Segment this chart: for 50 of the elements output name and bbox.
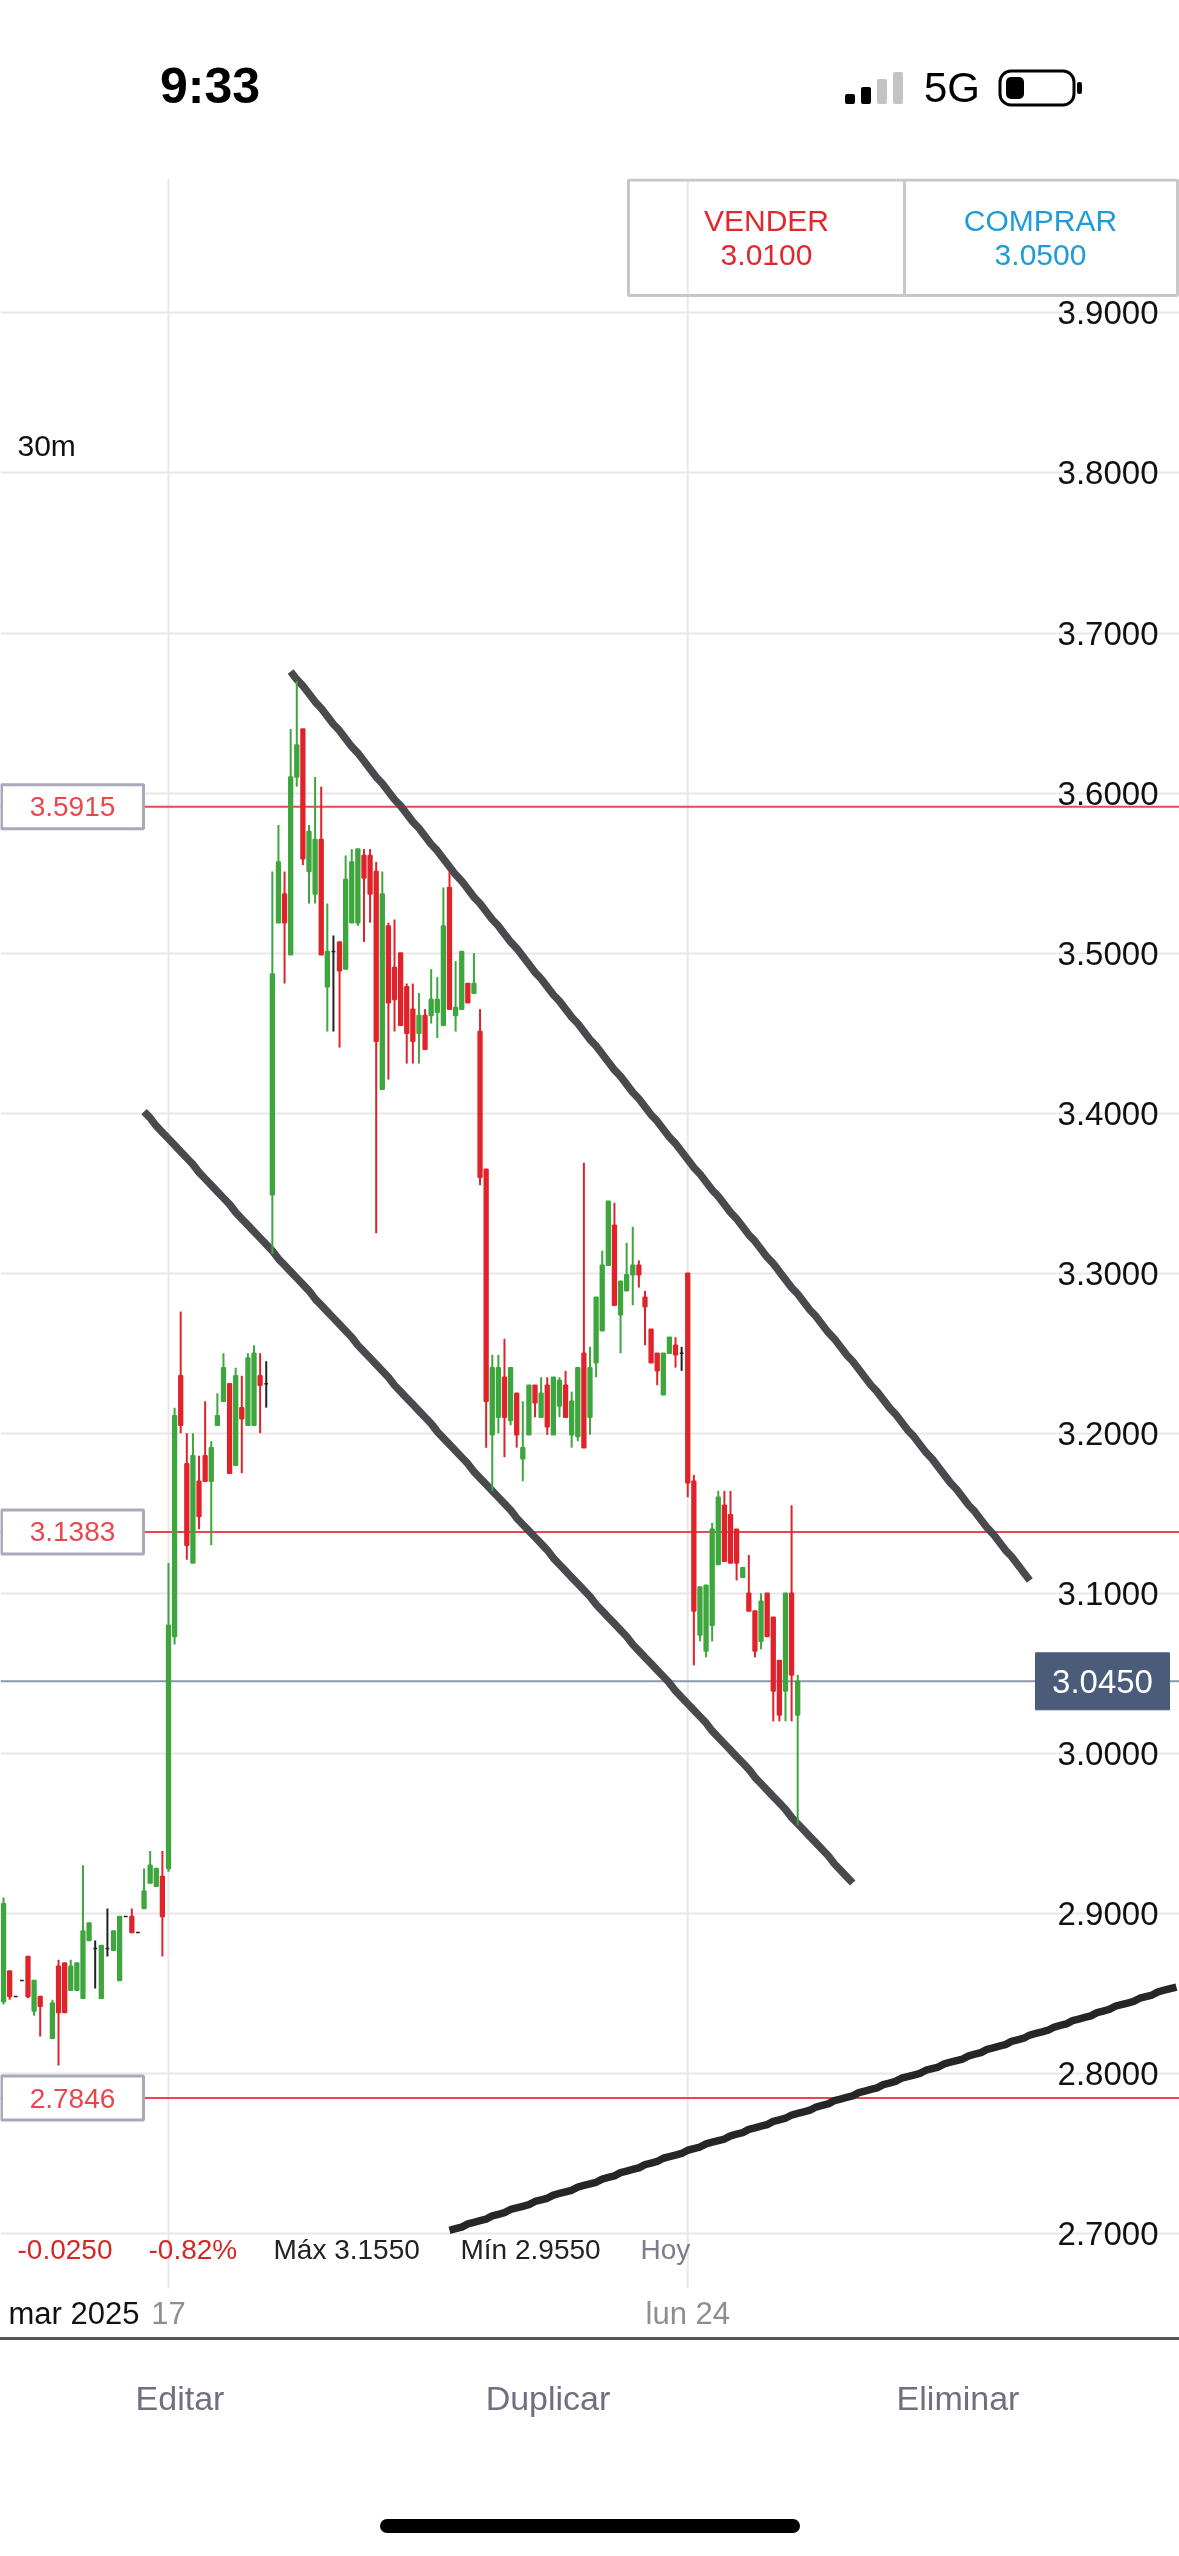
- candlestick: [465, 982, 471, 1004]
- annotation: VENDER: [703, 204, 830, 237]
- annotation: -0.0250: [17, 2234, 113, 2265]
- ref-line-label: 3.5915: [29, 791, 116, 823]
- y-tick-label: 2.8000: [1057, 2054, 1159, 2092]
- candlestick: [141, 1867, 147, 1910]
- y-tick-label: 3.5000: [1057, 934, 1159, 972]
- ref-line-label: 3.1383: [29, 1516, 116, 1548]
- candlestick: [532, 1384, 538, 1419]
- x-tick-label: 17: [151, 2296, 186, 2331]
- candlestick: [239, 1374, 245, 1475]
- y-tick-label: 3.2000: [1057, 1414, 1159, 1452]
- candlestick: [642, 1289, 648, 1347]
- candlestick: [416, 992, 422, 1065]
- x-axis-title: mar 2025: [8, 2295, 140, 2331]
- candlestick: [520, 1400, 526, 1483]
- text: 30m: [17, 429, 76, 462]
- candlestick: [636, 1259, 642, 1289]
- annotation: 3.0500: [994, 237, 1087, 271]
- y-tick-label: 3.4000: [1057, 1094, 1159, 1132]
- y-tick-label: 3.7000: [1057, 614, 1159, 652]
- y-tick-label: 3.8000: [1057, 454, 1159, 492]
- text: 5G: [924, 63, 981, 113]
- y-tick-label: 3.6000: [1057, 774, 1159, 812]
- annotation: 3.0100: [720, 237, 813, 271]
- annotation: Máx 3.1550: [273, 2234, 420, 2265]
- candlestick: [672, 1336, 679, 1369]
- ref-line-label: 3.0450: [1052, 1662, 1153, 1700]
- y-tick-label: 3.1000: [1057, 1574, 1159, 1612]
- y-tick-label: 3.9000: [1057, 294, 1159, 332]
- text: Duplicar: [484, 2378, 612, 2418]
- candlestick: [257, 1352, 263, 1435]
- candlestick: [538, 1376, 544, 1419]
- annotation: -0.82%: [148, 2234, 238, 2265]
- y-tick-label: 3.0000: [1057, 1734, 1159, 1772]
- candlestick: [471, 952, 477, 995]
- text: 9:33: [160, 57, 261, 116]
- x-tick-label: lun 24: [645, 2295, 730, 2331]
- candlestick: [37, 1995, 43, 2038]
- y-tick-label: 2.7000: [1057, 2214, 1159, 2252]
- ref-line-label: 2.7846: [29, 2082, 116, 2114]
- annotation: COMPRAR: [963, 204, 1118, 237]
- y-tick-label: 2.9000: [1057, 1894, 1159, 1932]
- candlestick: [129, 1907, 135, 1934]
- text: Eliminar: [895, 2378, 1021, 2418]
- annotation: Mín 2.9550: [460, 2234, 601, 2265]
- annotation: Hoy: [640, 2234, 691, 2265]
- candlestick: [214, 1392, 221, 1427]
- text: Editar: [134, 2378, 226, 2418]
- y-tick-label: 3.3000: [1057, 1254, 1159, 1292]
